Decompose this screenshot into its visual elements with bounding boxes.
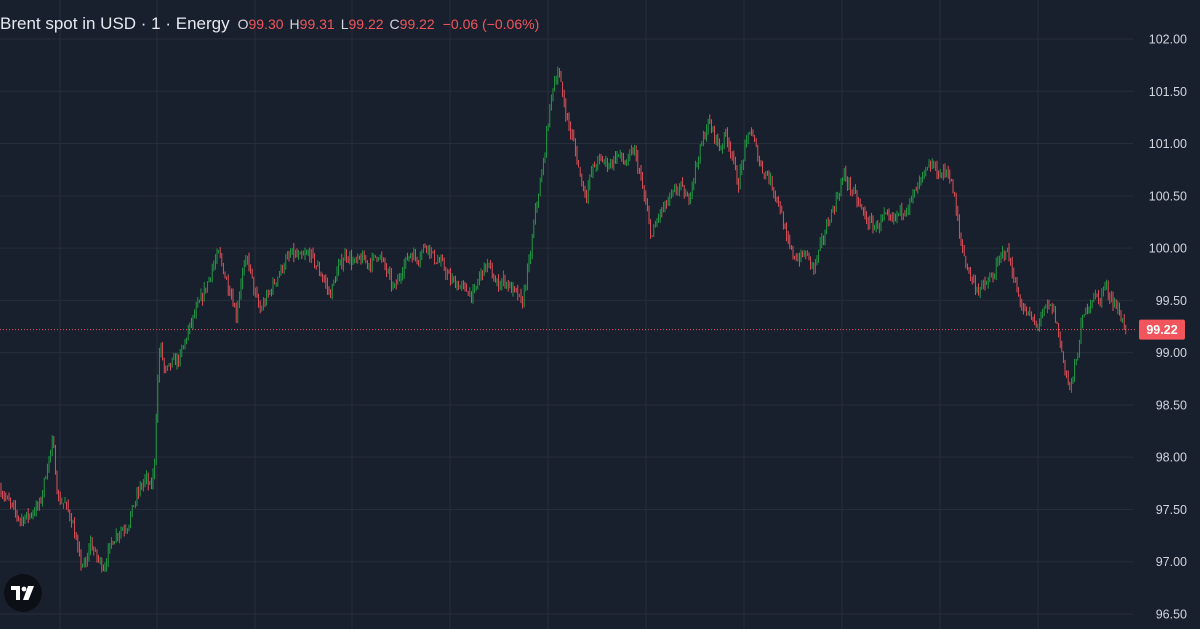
y-tick-label: 102.00: [1149, 33, 1187, 47]
tradingview-logo-icon[interactable]: [4, 574, 42, 612]
grid-lines: [0, 0, 1133, 629]
y-tick-label: 99.50: [1156, 294, 1187, 308]
tradingview-logo-glyph: [11, 586, 34, 600]
last-price-badge: 99.22: [1139, 319, 1185, 340]
change-value: −0.06 (−0.06%): [442, 16, 540, 32]
y-tick-label: 97.50: [1156, 503, 1187, 517]
y-tick-label: 100.50: [1149, 189, 1187, 203]
last-price-badge-bg: [1139, 319, 1185, 340]
low-value: 99.22: [348, 16, 384, 32]
close-label: C: [389, 16, 400, 32]
y-tick-label: 98.50: [1156, 398, 1187, 412]
y-tick-label: 101.00: [1149, 137, 1187, 151]
open-label: O: [237, 16, 249, 32]
y-tick-label: 100.00: [1149, 242, 1187, 256]
y-tick-label: 101.50: [1149, 85, 1187, 99]
low-label: L: [340, 16, 349, 32]
symbol-legend: Brent spot in USD · 1 · Energy O 99.30 H…: [0, 14, 539, 36]
candlestick-series: [0, 66, 1127, 573]
y-tick-label: 96.50: [1156, 608, 1187, 622]
high-value: 99.31: [299, 16, 335, 32]
y-tick-label: 99.00: [1156, 346, 1187, 360]
open-value: 99.30: [248, 16, 284, 32]
y-tick-label: 98.00: [1156, 451, 1187, 465]
high-label: H: [289, 16, 300, 32]
close-value: 99.22: [399, 16, 435, 32]
symbol-title[interactable]: Brent spot in USD · 1 · Energy: [0, 14, 230, 33]
price-axis[interactable]: 102.00 101.50 101.00 100.50 100.00 99.50 99.00…: [1149, 33, 1187, 622]
y-tick-label: 97.00: [1156, 555, 1187, 569]
last-price-label: 99.22: [1146, 323, 1177, 337]
